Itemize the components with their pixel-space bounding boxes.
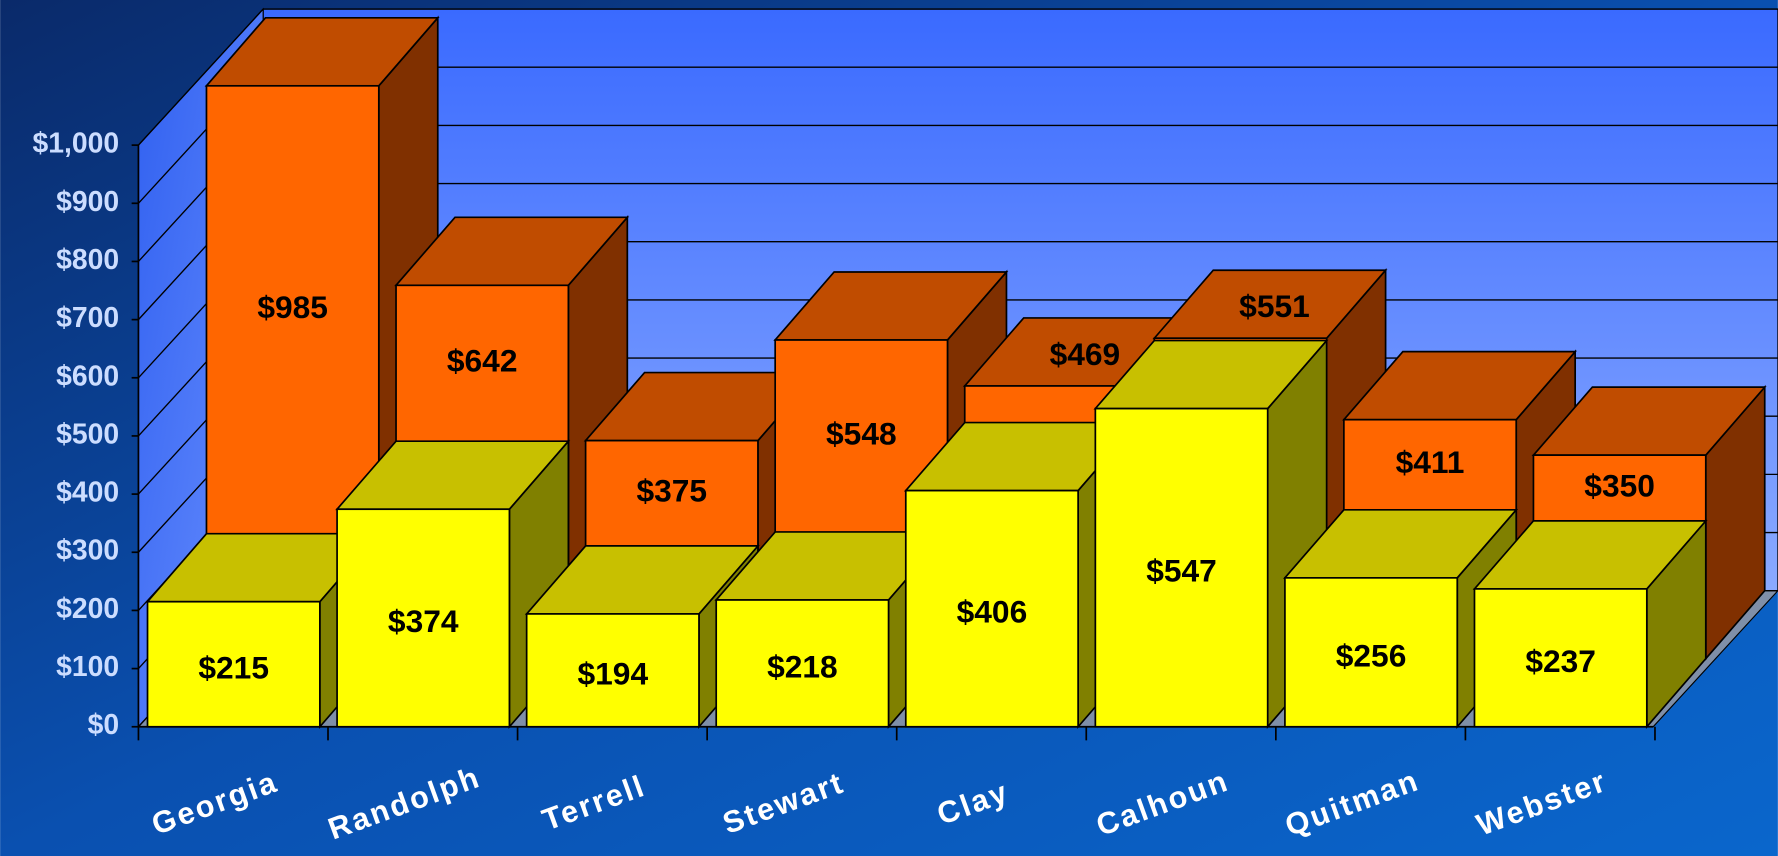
value-label: $406 — [957, 594, 1028, 630]
value-label: $374 — [388, 603, 459, 639]
value-label: $256 — [1336, 637, 1407, 673]
value-label: $218 — [767, 648, 838, 684]
y-tick-label: $700 — [56, 302, 119, 334]
grid-line — [137, 8, 1778, 146]
bar-front — [715, 599, 890, 728]
value-label: $551 — [1239, 288, 1310, 324]
bar — [1093, 338, 1329, 730]
y-tick-label: $600 — [56, 360, 119, 392]
y-tick-label: $300 — [56, 535, 119, 567]
y-tick-label: $800 — [56, 244, 119, 276]
y-tick-label: $900 — [56, 186, 119, 218]
y-tick-label: $400 — [56, 477, 119, 509]
value-label: $237 — [1525, 643, 1596, 679]
value-label: $194 — [578, 655, 649, 691]
y-tick-label: $0 — [88, 709, 120, 741]
bar-front — [1094, 407, 1269, 728]
value-label: $469 — [1050, 336, 1121, 372]
value-label: $375 — [636, 473, 707, 509]
value-label: $547 — [1146, 553, 1217, 589]
y-tick-label: $1,000 — [33, 128, 120, 160]
y-tick-label: $200 — [56, 593, 119, 625]
bar-front — [1473, 588, 1648, 728]
value-label: $548 — [826, 415, 897, 451]
bar-front — [904, 489, 1079, 728]
bar-front — [146, 600, 321, 728]
value-label: $215 — [198, 649, 269, 685]
value-label: $985 — [257, 289, 328, 325]
bar-front — [525, 613, 700, 728]
bar — [335, 438, 571, 730]
value-label: $350 — [1584, 467, 1655, 503]
value-label: $642 — [447, 343, 518, 379]
bar — [1472, 518, 1708, 730]
y-tick-label: $100 — [56, 651, 119, 683]
value-label: $411 — [1396, 444, 1465, 480]
bar-front — [336, 508, 511, 728]
bar-front — [1284, 577, 1459, 728]
y-tick-label: $500 — [56, 418, 119, 450]
